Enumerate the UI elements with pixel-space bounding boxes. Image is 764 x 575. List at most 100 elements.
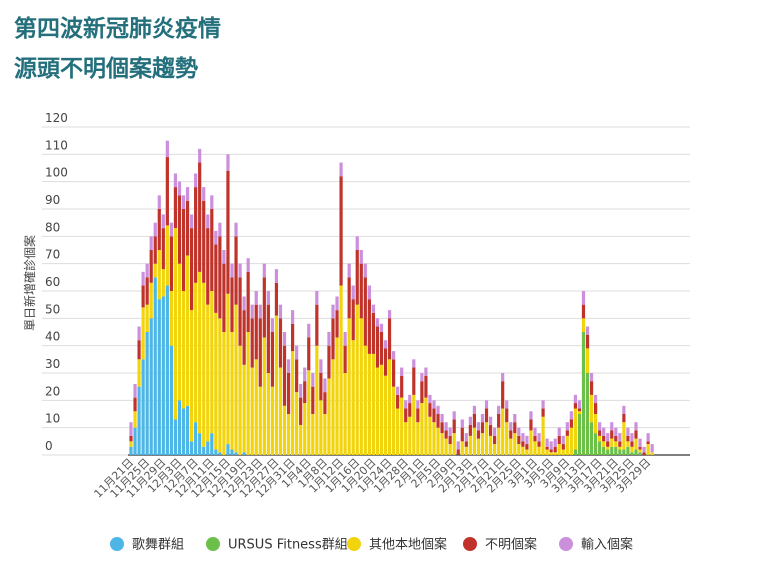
bar-segment (598, 422, 602, 431)
bar-segment (145, 304, 149, 332)
bar-segment (602, 441, 606, 447)
bar-segment (319, 373, 323, 401)
bar-segment (262, 337, 266, 455)
bar-segment (521, 441, 525, 447)
bar-segment (626, 427, 630, 436)
bar-segment (274, 282, 279, 316)
bar-segment (484, 422, 489, 455)
bar-segment (177, 195, 182, 264)
bar-segment (262, 263, 266, 278)
bar-segment (214, 449, 218, 455)
bar-segment (375, 326, 380, 368)
bar-segment (428, 403, 432, 417)
bar-segment (242, 364, 246, 453)
bar-segment (375, 318, 380, 327)
bar-segment (537, 446, 541, 455)
bar-segment (460, 427, 464, 442)
bar-segment (460, 441, 464, 455)
chart-subtitle: 源頭不明個案趨勢 (14, 55, 198, 82)
bar-segment (319, 400, 323, 455)
bar-segment (371, 304, 375, 313)
bar-segment (355, 236, 359, 250)
bar-segment (339, 285, 343, 455)
bar-segment (610, 430, 614, 439)
bar-segment (299, 397, 303, 425)
bar-segment (359, 263, 363, 319)
bar-segment (311, 386, 315, 414)
bar-segment (153, 236, 157, 264)
bar-segment (190, 228, 194, 311)
bar-segment (581, 304, 586, 319)
bar-segment (416, 422, 420, 455)
bar-segment (577, 411, 582, 414)
bar-segment (468, 424, 472, 436)
bar-segment (153, 222, 157, 237)
bar-segment (493, 427, 497, 436)
bar-segment (533, 427, 537, 436)
bar-segment (210, 433, 214, 455)
bar-segment (169, 291, 173, 346)
bar-segment (561, 449, 565, 455)
bar-segment (456, 449, 460, 455)
bar-segment (202, 446, 206, 455)
bar-segment (505, 400, 509, 409)
bar-segment (638, 446, 642, 450)
bar-segment (351, 299, 355, 341)
bar-segment (493, 444, 497, 455)
bar-segment (480, 414, 485, 423)
bar-segment (291, 310, 295, 324)
bar-segment (598, 441, 602, 455)
bar-segment (234, 222, 238, 237)
bar-segment (553, 446, 557, 453)
bar-segment (194, 282, 198, 423)
bar-segment (472, 427, 476, 455)
bar-segment (165, 225, 169, 286)
bar-segment (141, 271, 145, 286)
bar-segment (416, 400, 420, 409)
bar-segment (185, 200, 190, 256)
bar-segment (274, 269, 279, 283)
bar-segment (464, 446, 468, 455)
bar-segment (367, 285, 371, 300)
bar-segment (618, 441, 622, 447)
bar-segment (404, 400, 408, 409)
bar-segment (383, 375, 388, 455)
bar-segment (206, 228, 210, 305)
bar-segment (553, 438, 557, 447)
bar-segment (185, 405, 190, 455)
bar-segment (513, 414, 517, 423)
legend-swatch (347, 537, 361, 551)
bar-segment (129, 422, 133, 436)
bar-segment (589, 422, 594, 455)
bar-segment (347, 263, 351, 278)
bar-segment (392, 359, 396, 387)
bar-segment (315, 291, 319, 305)
bar-segment (537, 441, 541, 447)
bar-segment (549, 441, 553, 450)
bar-segment (351, 285, 355, 300)
bar-segment (133, 411, 137, 428)
bar-segment (319, 359, 323, 373)
bar-segment (505, 408, 509, 423)
bar-segment (137, 326, 141, 341)
bar-segment (416, 408, 420, 423)
bar-segment (379, 323, 384, 332)
bar-segment (173, 419, 178, 455)
legend-label: 不明個案 (485, 538, 537, 553)
bar-segment (622, 414, 626, 423)
bar-segment (602, 446, 606, 455)
bar-segment (375, 367, 380, 455)
bar-segment (497, 427, 501, 455)
bar-segment (472, 414, 476, 428)
legend-label: URSUS Fitness群組 (228, 538, 348, 553)
bar-segment (476, 430, 481, 439)
bar-segment (343, 332, 347, 346)
bar-segment (408, 394, 412, 404)
bar-segment (484, 400, 489, 409)
bar-segment (444, 438, 448, 455)
bar-segment (387, 310, 392, 319)
bar-segment (420, 403, 424, 455)
bar-segment (472, 405, 476, 414)
bar-segment (545, 438, 549, 447)
bar-segment (634, 438, 638, 450)
